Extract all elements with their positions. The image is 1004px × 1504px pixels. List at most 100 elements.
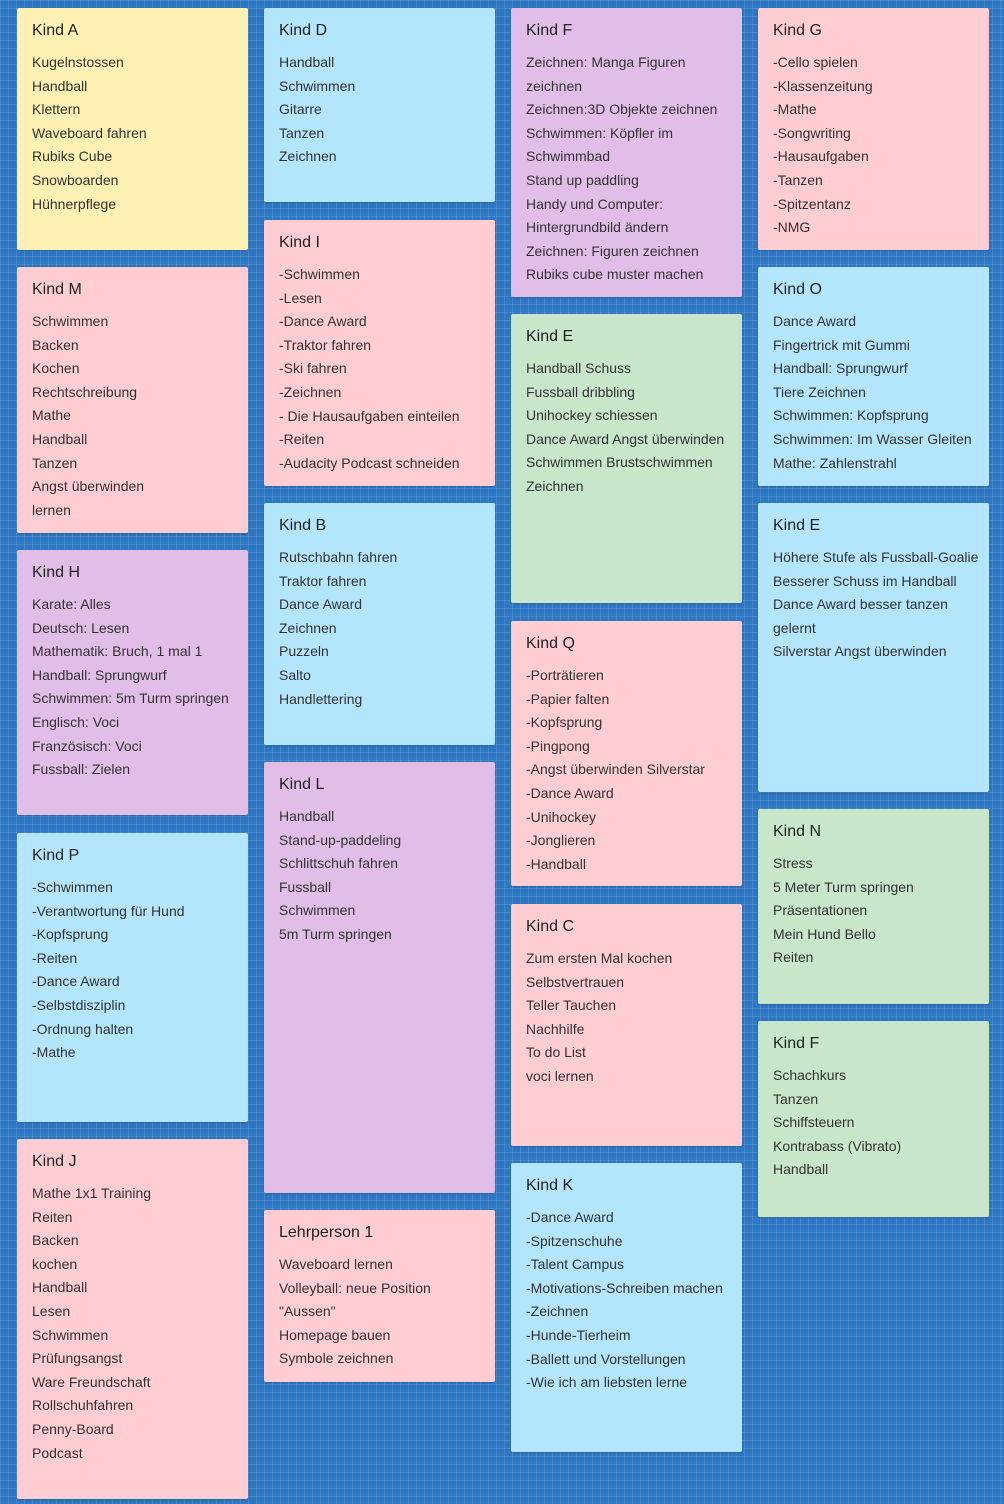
post-line: -Porträtieren [526,667,604,683]
post-card[interactable]: Kind G -Cello spielen -Klassenzeitung -Math… [758,8,989,250]
post-line: Kochen [32,360,80,377]
post-line: -Mathe [32,1044,76,1061]
post-title: Kind P [32,847,80,864]
post-line: -Wie ich am liebsten lerne [526,1374,688,1391]
post-line: Schwimmen: 5m Turm springen [32,690,229,707]
post-line: -Kopfsprung [32,926,109,943]
post-line: Dance Award Angst überwinden [526,430,725,447]
post-line: Handball [279,54,335,70]
post-card[interactable]: Kind O Dance Award Fingertrick mit Gummi Ha… [758,267,989,486]
post-line: Tanzen [32,454,78,471]
post-card[interactable]: Kind B Rutschbahn fahren Traktor fahren Dan… [264,503,495,745]
post-card[interactable]: Kind E Handball Schuss Fussball dribbling U… [511,314,742,603]
post-card[interactable]: Kind Q -Porträtieren -Papier falten -Kopfsp… [511,621,742,886]
post-card[interactable]: Kind F Schachkurs Tanzen Schiffsteuern Kontr… [758,1021,989,1217]
post-title: Kind E [526,328,574,345]
post-line: Waveboard fahren [32,124,147,141]
post-card[interactable]: Kind D Handball Schwimmen Gitarre Tanzen Zeic… [264,8,495,202]
post-title: Kind M [32,281,82,298]
post-card[interactable]: Kind C Zum ersten Mal kochen Selbstvertrau… [511,904,742,1146]
post-line: Rollschuhfahren [32,1397,134,1414]
post-title: Kind B [279,517,327,534]
post-line: Rechtschreibung [32,383,138,400]
post-card[interactable]: Kind A Kugelnstossen Handball Klettern Waveb… [17,8,248,250]
post-card[interactable]: Kind M Schwimmen Backen Kochen Rechtschreibu… [17,267,248,533]
post-line: 5m Turm springen [279,925,392,942]
post-title: Kind Q [526,635,575,652]
post-line: -Audacity Podcast schneiden [279,454,460,471]
post-line: "Aussen" [279,1303,336,1320]
post-line: Zeichnen [279,148,337,165]
post-line: -Cello spielen [773,54,858,70]
post-line: Rutschbahn fahren [279,549,398,565]
post-card[interactable]: Kind I -Schwimmen -Lesen -Dance Award -Trakt… [264,220,495,486]
post-line: -Tanzen [773,171,823,188]
post-line: gelernt [773,619,816,636]
post-line: Zeichnen: Manga Figuren [526,54,686,70]
post-title: Kind D [279,22,328,39]
post-line: -Ski fahren [279,360,347,377]
post-line: -Reiten [32,949,78,966]
post-line: -Klassenzeitung [773,77,873,94]
post-card[interactable]: Kind P -Schwimmen -Verantwortung für Hund -… [17,833,248,1122]
post-line: kochen [32,1255,78,1272]
post-title: Kind L [279,776,325,793]
post-line: Reiten [773,949,814,966]
post-card[interactable]: Kind J Mathe 1x1 Training Reiten Backen koch… [17,1139,248,1499]
post-card[interactable]: Lehrperson 1 Waveboard lernen Volleyball: … [264,1210,495,1382]
post-line: Fussball [279,878,332,895]
post-line: Handball Schuss [526,360,632,376]
post-line: Rubiks Cube [32,148,113,165]
post-line: Volleyball: neue Position [279,1279,431,1296]
post-line: -Zeichnen [279,383,342,400]
post-line: -Zeichnen [526,1303,589,1320]
post-line: Handy und Computer: [526,195,663,212]
post-line: Französisch: Voci [32,737,142,754]
post-line: Zeichnen: Figuren zeichnen [526,242,699,259]
post-card[interactable]: Kind E Höhere Stufe als Fussball-Goalie Be… [758,503,989,792]
post-line: Prüfungsangst [32,1350,123,1367]
post-line: Ware Freundschaft [32,1373,151,1390]
post-line: Stand up paddling [526,171,639,188]
post-line: -Lesen [279,289,322,306]
post-card[interactable]: Kind H Karate: Alles Deutsch: Lesen Mathem… [17,550,248,815]
post-line: -Talent Campus [526,1256,625,1273]
post-line: Handball: Sprungwurf [32,666,167,683]
post-line: -Traktor fahren [279,336,372,353]
post-line: -Schwimmen [279,266,360,282]
post-line: Homepage bauen [279,1326,391,1343]
post-card[interactable]: Kind K -Dance Award -Spitzenschuhe -Talent … [511,1163,742,1452]
post-line: Mathematik: Bruch, 1 mal 1 [32,643,203,660]
post-line: Tiere Zeichnen [773,383,866,400]
post-title: Kind J [32,1153,77,1170]
post-line: -Jonglieren [526,832,596,849]
post-line: Zum ersten Mal kochen [526,950,673,966]
post-line: Fussball dribbling [526,383,635,400]
post-line: Tanzen [279,124,325,141]
post-line: Gitarre [279,101,322,118]
post-line: -Spitzenschuhe [526,1232,623,1249]
post-line: -Angst überwinden Silverstar [526,761,705,778]
post-title: Kind H [32,564,81,581]
post-card[interactable]: Kind N Stress 5 Meter Turm springen Präsent… [758,809,989,1004]
post-line: Karate: Alles [32,596,111,612]
post-line: Dance Award [279,596,363,613]
post-line: -NMG [773,219,811,236]
post-line: -Dance Award [32,973,120,990]
post-title: Kind O [773,281,822,298]
post-card[interactable]: Kind F Zeichnen: Manga Figuren zeichnen Zei… [511,8,742,297]
post-line: -Papier falten [526,690,610,707]
post-line: -Unihockey [526,808,597,825]
post-line: Tanzen [773,1090,819,1107]
post-line: Schachkurs [773,1067,847,1083]
post-line: Handball [32,1279,88,1296]
post-line: Reiten [32,1208,73,1225]
post-line: Mathe [32,407,71,424]
post-line: - Die Hausaufgaben einteilen [279,407,460,424]
post-line: -Ordnung halten [32,1020,134,1037]
post-title: Kind F [773,1035,820,1052]
post-title: Kind F [526,22,573,39]
post-line: Handball: Sprungwurf [773,360,908,377]
post-card[interactable]: Kind L Handball Stand-up-paddeling Schlitts… [264,762,495,1193]
post-title: Kind C [526,918,575,935]
